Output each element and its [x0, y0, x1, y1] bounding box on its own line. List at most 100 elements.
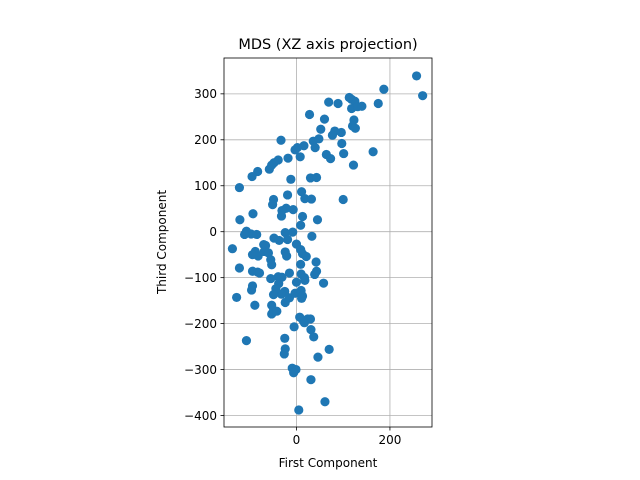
data-point [274, 235, 284, 246]
y-tick-label: −100 [184, 271, 217, 285]
data-point [338, 194, 348, 205]
data-point [239, 229, 250, 240]
data-point [327, 130, 338, 140]
y-tick-label: 200 [194, 133, 217, 147]
axis-ticks: 0 200 −400 −300 −200 −100 0 100 200 300 [184, 87, 401, 447]
data-point [282, 234, 293, 245]
data-point [289, 322, 299, 332]
data-point [282, 251, 292, 261]
data-point [288, 227, 298, 237]
data-point [272, 306, 282, 316]
x-axis-label: First Component [279, 456, 378, 470]
data-point [350, 123, 360, 133]
data-point [310, 269, 320, 280]
data-point [266, 273, 276, 284]
data-point [311, 172, 322, 183]
data-point [276, 135, 286, 145]
data-point [306, 375, 316, 385]
data-point [234, 263, 245, 273]
y-tick-label: −300 [184, 363, 217, 377]
data-point [368, 147, 378, 157]
data-point [324, 344, 334, 354]
data-point [235, 215, 245, 225]
data-point [297, 211, 308, 222]
y-tick-label: −200 [184, 317, 217, 331]
data-point [247, 171, 257, 182]
data-point [299, 318, 309, 328]
data-point [304, 109, 315, 120]
y-tick-label: 300 [194, 87, 217, 101]
data-point [339, 148, 349, 159]
data-point [286, 174, 296, 184]
data-point [268, 199, 278, 210]
data-point [247, 250, 258, 260]
y-tick-label: −400 [184, 409, 217, 423]
data-point [313, 352, 323, 362]
data-point [254, 268, 265, 278]
data-point [296, 293, 307, 303]
y-tick-label: 0 [209, 225, 217, 239]
data-point [301, 251, 311, 262]
data-point [267, 160, 277, 170]
data-point [280, 333, 290, 343]
data-point [232, 292, 242, 303]
data-point [282, 190, 293, 200]
axes-frame [223, 57, 433, 428]
data-point [252, 229, 262, 240]
data-point [324, 97, 334, 107]
data-point [248, 209, 258, 219]
data-point [411, 71, 422, 81]
data-point [319, 114, 330, 124]
data-point [296, 259, 306, 269]
data-point [306, 194, 317, 204]
data-point [348, 160, 359, 170]
scatter-points [227, 71, 428, 415]
data-point [241, 336, 252, 346]
chart-title: MDS (XZ axis projection) [238, 37, 417, 53]
data-point [276, 289, 287, 299]
y-axis-label: Third Component [155, 190, 169, 295]
y-tick-label: 100 [194, 179, 217, 193]
data-point [337, 138, 347, 149]
data-point [311, 257, 321, 267]
data-point [312, 215, 323, 225]
data-point [246, 285, 257, 295]
data-point [379, 84, 389, 94]
x-tick-label: 0 [293, 433, 301, 447]
data-point [318, 278, 329, 288]
data-point [325, 154, 336, 164]
data-point [291, 277, 302, 287]
data-point [320, 397, 330, 407]
data-point [309, 332, 319, 342]
x-tick-label: 200 [378, 433, 401, 447]
data-point [227, 244, 238, 254]
data-point [250, 300, 260, 310]
data-point [314, 134, 324, 144]
data-point [294, 405, 304, 415]
data-point [290, 145, 300, 155]
data-point [276, 211, 287, 221]
data-point [307, 231, 317, 241]
data-point [288, 205, 298, 215]
data-point [333, 98, 343, 109]
data-point [284, 268, 295, 278]
data-point [234, 182, 245, 193]
data-point [306, 324, 316, 335]
data-point [283, 153, 293, 163]
data-point [296, 187, 307, 197]
data-point [316, 124, 326, 134]
data-point [373, 98, 383, 109]
data-point [268, 290, 279, 300]
data-point [295, 152, 305, 162]
data-point [310, 143, 320, 153]
data-point [289, 368, 299, 378]
data-point [344, 92, 354, 103]
data-point [279, 349, 289, 359]
data-point [296, 220, 306, 230]
data-point [267, 260, 277, 270]
data-point [300, 194, 310, 204]
data-point [357, 101, 367, 111]
data-point [418, 91, 428, 101]
